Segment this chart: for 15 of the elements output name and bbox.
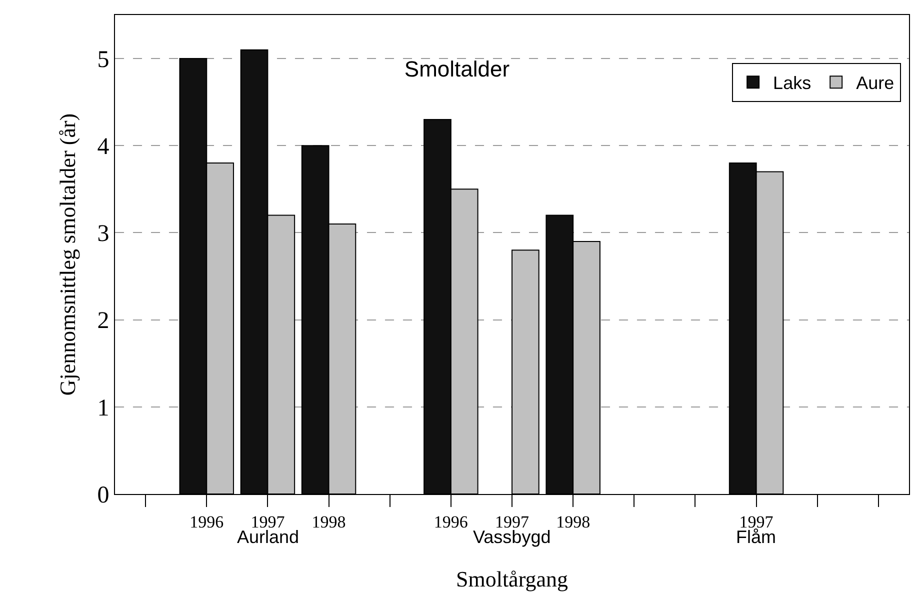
legend-label: Aure <box>856 73 894 94</box>
y-tick-label: 0 <box>97 482 110 508</box>
x-tick-label: 1998 <box>312 512 346 532</box>
text: Smoltalder <box>404 56 510 82</box>
y-tick-label: 5 <box>97 46 110 73</box>
x-tick-label: 1996 <box>434 512 468 532</box>
x-tick-label: 1998 <box>556 512 590 532</box>
x-tick-label: 1996 <box>190 512 224 532</box>
y-tick-label: 4 <box>97 134 110 160</box>
y-tick-label: 1 <box>97 395 110 422</box>
x-axis-title: Smoltårgang <box>456 566 568 592</box>
y-axis-title: Gjennomsnittleg smoltalder (år) <box>55 113 80 396</box>
legend-label: Laks <box>773 73 812 94</box>
y-tick-label: 3 <box>97 221 110 248</box>
y-tick-label: 2 <box>97 308 110 334</box>
